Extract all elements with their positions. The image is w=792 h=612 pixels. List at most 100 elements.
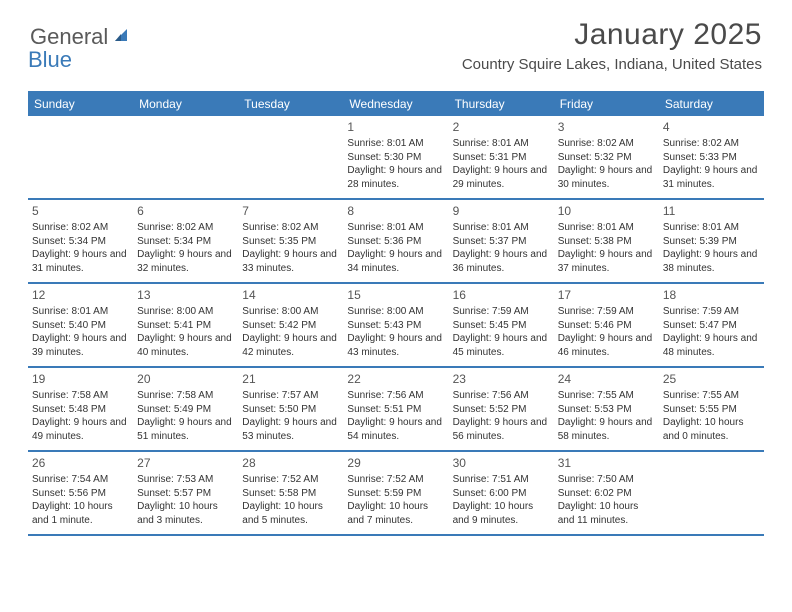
calendar-header-cell: Thursday [449,93,554,116]
day-number: 24 [558,371,655,387]
calendar-day-cell: 11 Sunrise: 8:01 AMSunset: 5:39 PMDayligh… [659,200,764,282]
day-number: 5 [32,203,129,219]
day-info: Sunrise: 7:58 AMSunset: 5:49 PMDaylight:… [137,389,234,443]
calendar-day-cell: 17 Sunrise: 7:59 AMSunset: 5:46 PMDayligh… [554,284,659,366]
day-number: 23 [453,371,550,387]
day-info: Sunrise: 8:02 AMSunset: 5:34 PMDaylight:… [137,221,234,275]
day-number: 31 [558,455,655,471]
day-info: Sunrise: 7:53 AMSunset: 5:57 PMDaylight:… [137,473,234,527]
day-number: 11 [663,203,760,219]
day-number: 14 [242,287,339,303]
calendar-day-cell: 18 Sunrise: 7:59 AMSunset: 5:47 PMDayligh… [659,284,764,366]
logo-blue-wrap: Blue [28,47,72,73]
day-number: 3 [558,119,655,135]
calendar-day-cell: 14 Sunrise: 8:00 AMSunset: 5:42 PMDayligh… [238,284,343,366]
calendar-row: 26 Sunrise: 7:54 AMSunset: 5:56 PMDayligh… [28,452,764,536]
title-block: January 2025 Country Squire Lakes, India… [462,18,762,73]
calendar-day-cell: 27 Sunrise: 7:53 AMSunset: 5:57 PMDayligh… [133,452,238,534]
day-info: Sunrise: 7:52 AMSunset: 5:59 PMDaylight:… [347,473,444,527]
day-info: Sunrise: 7:59 AMSunset: 5:45 PMDaylight:… [453,305,550,359]
calendar-empty-cell [659,452,764,534]
header: General January 2025 Country Squire Lake… [0,0,792,81]
day-info: Sunrise: 7:57 AMSunset: 5:50 PMDaylight:… [242,389,339,443]
day-number: 30 [453,455,550,471]
calendar-day-cell: 31 Sunrise: 7:50 AMSunset: 6:02 PMDayligh… [554,452,659,534]
day-info: Sunrise: 8:01 AMSunset: 5:40 PMDaylight:… [32,305,129,359]
calendar-day-cell: 20 Sunrise: 7:58 AMSunset: 5:49 PMDayligh… [133,368,238,450]
day-info: Sunrise: 7:51 AMSunset: 6:00 PMDaylight:… [453,473,550,527]
day-number: 27 [137,455,234,471]
day-info: Sunrise: 7:55 AMSunset: 5:55 PMDaylight:… [663,389,760,443]
day-info: Sunrise: 7:56 AMSunset: 5:51 PMDaylight:… [347,389,444,443]
location: Country Squire Lakes, Indiana, United St… [462,56,762,73]
day-number: 12 [32,287,129,303]
day-info: Sunrise: 8:01 AMSunset: 5:31 PMDaylight:… [453,137,550,191]
day-info: Sunrise: 7:52 AMSunset: 5:58 PMDaylight:… [242,473,339,527]
day-info: Sunrise: 8:02 AMSunset: 5:33 PMDaylight:… [663,137,760,191]
day-number: 26 [32,455,129,471]
calendar-empty-cell [238,116,343,198]
calendar: SundayMondayTuesdayWednesdayThursdayFrid… [28,91,764,536]
day-number: 20 [137,371,234,387]
calendar-header-cell: Saturday [659,93,764,116]
day-number: 18 [663,287,760,303]
calendar-day-cell: 2 Sunrise: 8:01 AMSunset: 5:31 PMDaylight… [449,116,554,198]
calendar-header-cell: Tuesday [238,93,343,116]
day-number: 22 [347,371,444,387]
calendar-day-cell: 6 Sunrise: 8:02 AMSunset: 5:34 PMDaylight… [133,200,238,282]
day-info: Sunrise: 7:58 AMSunset: 5:48 PMDaylight:… [32,389,129,443]
day-number: 1 [347,119,444,135]
day-number: 7 [242,203,339,219]
day-info: Sunrise: 7:59 AMSunset: 5:46 PMDaylight:… [558,305,655,359]
day-number: 16 [453,287,550,303]
day-number: 19 [32,371,129,387]
day-info: Sunrise: 8:00 AMSunset: 5:42 PMDaylight:… [242,305,339,359]
day-number: 6 [137,203,234,219]
calendar-day-cell: 10Sunrise: 8:01 AMSunset: 5:38 PMDayligh… [554,200,659,282]
day-info: Sunrise: 8:01 AMSunset: 5:39 PMDaylight:… [663,221,760,275]
day-info: Sunrise: 7:50 AMSunset: 6:02 PMDaylight:… [558,473,655,527]
day-number: 17 [558,287,655,303]
calendar-day-cell: 21 Sunrise: 7:57 AMSunset: 5:50 PMDayligh… [238,368,343,450]
calendar-day-cell: 22 Sunrise: 7:56 AMSunset: 5:51 PMDayligh… [343,368,448,450]
calendar-header-cell: Friday [554,93,659,116]
day-info: Sunrise: 7:54 AMSunset: 5:56 PMDaylight:… [32,473,129,527]
day-info: Sunrise: 8:01 AMSunset: 5:30 PMDaylight:… [347,137,444,191]
calendar-header-cell: Wednesday [343,93,448,116]
calendar-day-cell: 15 Sunrise: 8:00 AMSunset: 5:43 PMDayligh… [343,284,448,366]
day-info: Sunrise: 8:01 AMSunset: 5:38 PMDaylight:… [558,221,655,275]
calendar-day-cell: 28 Sunrise: 7:52 AMSunset: 5:58 PMDayligh… [238,452,343,534]
logo-sail-icon [113,26,131,49]
calendar-row: 1 Sunrise: 8:01 AMSunset: 5:30 PMDaylight… [28,116,764,200]
day-number: 28 [242,455,339,471]
day-info: Sunrise: 7:56 AMSunset: 5:52 PMDaylight:… [453,389,550,443]
calendar-body: 1 Sunrise: 8:01 AMSunset: 5:30 PMDaylight… [28,116,764,536]
calendar-day-cell: 4Sunrise: 8:02 AMSunset: 5:33 PMDaylight… [659,116,764,198]
calendar-empty-cell [28,116,133,198]
day-number: 15 [347,287,444,303]
day-info: Sunrise: 8:01 AMSunset: 5:37 PMDaylight:… [453,221,550,275]
day-info: Sunrise: 8:02 AMSunset: 5:35 PMDaylight:… [242,221,339,275]
calendar-day-cell: 12 Sunrise: 8:01 AMSunset: 5:40 PMDayligh… [28,284,133,366]
calendar-header-row: SundayMondayTuesdayWednesdayThursdayFrid… [28,93,764,116]
day-number: 8 [347,203,444,219]
calendar-day-cell: 7 Sunrise: 8:02 AMSunset: 5:35 PMDaylight… [238,200,343,282]
day-number: 2 [453,119,550,135]
calendar-day-cell: 16 Sunrise: 7:59 AMSunset: 5:45 PMDayligh… [449,284,554,366]
calendar-empty-cell [133,116,238,198]
day-number: 21 [242,371,339,387]
day-number: 9 [453,203,550,219]
calendar-day-cell: 8 Sunrise: 8:01 AMSunset: 5:36 PMDaylight… [343,200,448,282]
calendar-day-cell: 24Sunrise: 7:55 AMSunset: 5:53 PMDayligh… [554,368,659,450]
calendar-day-cell: 29 Sunrise: 7:52 AMSunset: 5:59 PMDayligh… [343,452,448,534]
calendar-row: 19 Sunrise: 7:58 AMSunset: 5:48 PMDayligh… [28,368,764,452]
day-info: Sunrise: 8:01 AMSunset: 5:36 PMDaylight:… [347,221,444,275]
calendar-day-cell: 13Sunrise: 8:00 AMSunset: 5:41 PMDayligh… [133,284,238,366]
day-info: Sunrise: 7:59 AMSunset: 5:47 PMDaylight:… [663,305,760,359]
day-number: 29 [347,455,444,471]
calendar-day-cell: 26 Sunrise: 7:54 AMSunset: 5:56 PMDayligh… [28,452,133,534]
calendar-day-cell: 30 Sunrise: 7:51 AMSunset: 6:00 PMDayligh… [449,452,554,534]
day-info: Sunrise: 8:02 AMSunset: 5:34 PMDaylight:… [32,221,129,275]
day-number: 13 [137,287,234,303]
day-info: Sunrise: 8:00 AMSunset: 5:43 PMDaylight:… [347,305,444,359]
